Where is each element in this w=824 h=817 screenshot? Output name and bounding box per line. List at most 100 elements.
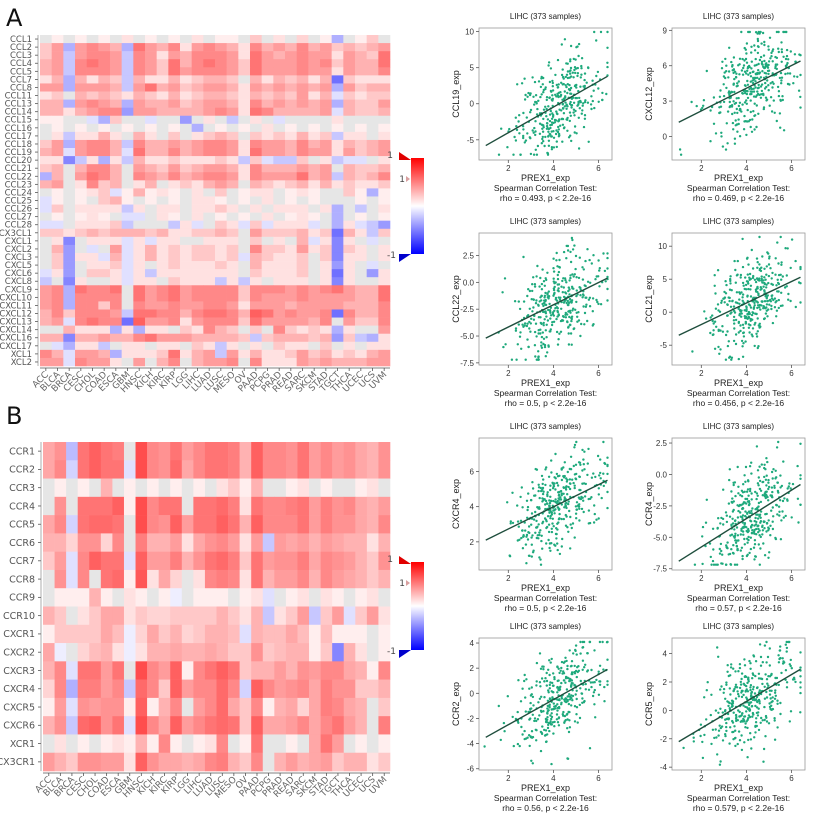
scatter-point (574, 109, 577, 113)
heatmap-cell (86, 196, 99, 205)
scatter-point (552, 499, 555, 503)
heatmap-cell (121, 83, 134, 92)
scatter-point (755, 332, 758, 335)
scatter-point (764, 81, 767, 85)
heatmap-cell (110, 252, 122, 262)
scatter-point (749, 288, 752, 291)
y-tick-label: 0.0 (656, 470, 668, 479)
heatmap-cell (203, 188, 216, 197)
heatmap-cell (121, 244, 134, 254)
heatmap-cell (366, 285, 379, 294)
heatmap-cell (147, 643, 159, 662)
scatter-point (741, 323, 745, 326)
heatmap-cell (204, 460, 217, 479)
heatmap-cell (296, 252, 309, 262)
heatmap-cell (63, 123, 76, 133)
scatter-point (539, 95, 542, 99)
scatter-point (780, 484, 784, 488)
heatmap-cell (170, 606, 183, 626)
scatter-point (569, 86, 573, 90)
scatter-point (564, 486, 567, 489)
scatter-point (606, 456, 609, 459)
heatmap-cell (121, 301, 134, 310)
scatter-point (721, 330, 725, 333)
heatmap-cell (63, 67, 76, 76)
colorbar (411, 158, 424, 254)
heatmap-cell (296, 51, 309, 60)
heatmap-cell (378, 325, 391, 334)
scatter-point (527, 531, 530, 534)
scatter-point (560, 285, 563, 288)
scatter-point (540, 288, 544, 291)
heatmap-cell (343, 442, 356, 461)
scatter-point (598, 664, 602, 667)
heatmap-cell (112, 697, 125, 717)
scatter-point (550, 135, 553, 138)
heatmap-cell (86, 99, 99, 108)
scatter-point (743, 59, 746, 62)
heatmap-cell (332, 569, 345, 589)
heatmap-cell (156, 341, 169, 351)
scatter-point (547, 105, 550, 108)
heatmap-cell (203, 91, 216, 100)
heatmap-cell (158, 442, 171, 461)
scatter-point (583, 311, 587, 315)
scatter-point (606, 65, 609, 69)
heatmap-cell (343, 164, 356, 173)
heatmap-cell (168, 156, 181, 165)
heatmap-cell (191, 43, 204, 52)
heatmap-cell (366, 325, 379, 334)
scatter-point (558, 332, 561, 335)
scatter-point (564, 488, 568, 491)
heatmap-cell (343, 196, 356, 205)
scatter-point (716, 303, 720, 306)
heatmap-cell (51, 51, 64, 60)
heatmap-cell (308, 83, 321, 92)
scatter-point (755, 104, 758, 107)
heatmap-cell (51, 156, 64, 165)
heatmap-cell (63, 325, 76, 334)
scatter-point (587, 522, 590, 525)
scatter-point (713, 736, 716, 740)
scatter-point (506, 146, 509, 149)
scatter-point (785, 285, 788, 288)
scatter-point (755, 695, 759, 699)
scatter-point (765, 306, 768, 309)
heatmap-cell (331, 148, 344, 157)
scatter-point (606, 299, 609, 302)
scatter-point (784, 57, 788, 61)
scatter-point (514, 139, 518, 142)
heatmap-cell (40, 349, 52, 359)
heatmap-cell (331, 172, 344, 181)
heatmap-cell (355, 236, 367, 246)
heatmap-cell (156, 285, 169, 294)
heatmap-cell (261, 204, 274, 213)
heatmap-cell (331, 59, 344, 68)
row-label: CXCR6 (3, 721, 35, 732)
heatmap-cell (63, 357, 76, 367)
scatter-point (568, 83, 571, 87)
heatmap-cell (320, 588, 333, 607)
scatter-point (535, 335, 538, 338)
scatter-point (579, 640, 582, 644)
scatter-point (540, 695, 543, 698)
heatmap-cell (86, 59, 99, 68)
scatter-point (584, 259, 587, 263)
heatmap-cell (145, 164, 157, 173)
scatter-point (550, 148, 554, 151)
scatter-point (745, 554, 749, 558)
scatter-point (755, 257, 759, 260)
scatter-point (741, 237, 744, 241)
scatter-point (736, 516, 740, 519)
scatter-point (703, 310, 706, 313)
scatter-point (577, 116, 580, 120)
scatter-point (765, 512, 768, 516)
scatter-point (558, 258, 561, 262)
scatter-point (768, 693, 772, 696)
heatmap-cell (355, 91, 367, 100)
scatter-point (758, 513, 762, 516)
heatmap-cell (75, 349, 87, 359)
scatter-point (742, 502, 745, 505)
scatter-point (754, 80, 757, 83)
row-label: CXCR5 (3, 702, 35, 713)
